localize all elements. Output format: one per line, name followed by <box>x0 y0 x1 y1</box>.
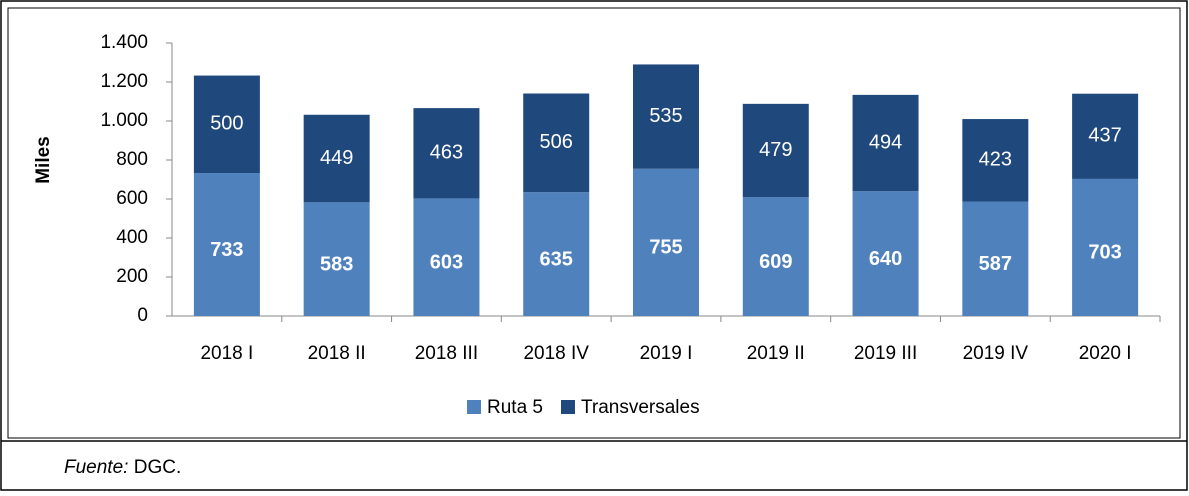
y-axis-label: Miles <box>33 136 54 184</box>
legend-swatch <box>560 400 575 414</box>
bar-segment <box>962 119 1029 202</box>
value-label: 603 <box>430 251 463 273</box>
bar-segment <box>852 191 919 316</box>
legend-label: Transversales <box>581 397 700 418</box>
value-label: 635 <box>540 248 573 270</box>
y-tick-label: 1.400 <box>100 32 148 53</box>
y-tick-label: 400 <box>116 227 148 248</box>
bar-segment <box>962 201 1029 316</box>
x-tick-label: 2018 I <box>200 343 253 364</box>
value-label: 449 <box>320 147 353 169</box>
x-tick-label: 2019 II <box>747 343 805 364</box>
value-label: 587 <box>979 253 1012 275</box>
value-label: 640 <box>869 248 902 270</box>
value-label: 437 <box>1088 125 1121 147</box>
value-label: 494 <box>869 131 902 153</box>
y-tick-label: 200 <box>116 266 148 287</box>
x-tick-label: 2018 III <box>415 343 478 364</box>
bar-segment <box>413 198 480 316</box>
bar-segment <box>303 114 370 203</box>
bar-segment <box>193 173 260 316</box>
x-tick-label: 2019 I <box>640 343 693 364</box>
footer-text: DGC. <box>134 457 182 478</box>
x-tick-label: 2018 II <box>308 343 366 364</box>
footer: Fuente: DGC. <box>64 457 181 478</box>
bar-segment <box>1072 93 1139 179</box>
bar-segment <box>852 94 919 192</box>
x-tick-label: 2019 IV <box>963 343 1029 364</box>
x-tick-label: 2020 I <box>1079 343 1132 364</box>
y-tick-label: 1.200 <box>100 71 148 92</box>
bar-segment <box>633 64 699 169</box>
value-label: 463 <box>430 142 463 164</box>
bar-segment <box>523 192 590 316</box>
y-tick-label: 0 <box>137 305 148 326</box>
y-tick-label: 600 <box>116 188 148 209</box>
bar-segment <box>523 93 590 193</box>
value-label: 733 <box>210 239 243 261</box>
value-label: 609 <box>759 251 792 273</box>
x-tick-label: 2018 IV <box>523 343 589 364</box>
value-label: 500 <box>210 113 243 135</box>
value-label: 423 <box>979 149 1012 171</box>
legend-swatch <box>467 400 481 414</box>
value-label: 583 <box>320 253 353 275</box>
bar-segment <box>633 168 699 316</box>
value-label: 703 <box>1088 242 1121 264</box>
value-label: 535 <box>649 105 682 127</box>
bar-segment <box>193 75 260 174</box>
value-label: 755 <box>649 237 682 259</box>
bar-segment <box>742 197 809 316</box>
x-tick-label: 2019 III <box>854 343 917 364</box>
value-label: 479 <box>759 139 792 161</box>
bar-segment <box>742 103 809 198</box>
chart-frame <box>7 7 1181 439</box>
footer-label: Fuente: <box>64 457 128 478</box>
bar-segment <box>1072 178 1139 316</box>
bar-segment <box>303 202 370 316</box>
y-tick-label: 800 <box>116 149 148 170</box>
value-label: 506 <box>540 131 573 153</box>
legend-label: Ruta 5 <box>487 397 543 418</box>
y-tick-label: 1.000 <box>100 110 148 131</box>
bar-segment <box>413 108 480 199</box>
